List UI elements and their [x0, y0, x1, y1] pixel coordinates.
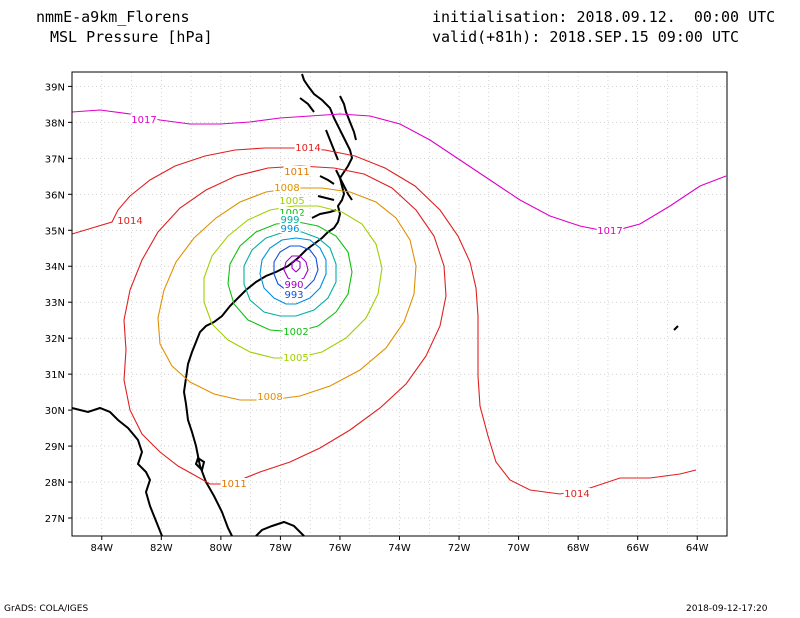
contour-labels: 1017 1017 1014 1014 1014 1011 1011 1008 1008 1005… [116, 114, 624, 500]
contour-label: 1014 [117, 216, 142, 227]
lon-tick-label: 76W [329, 543, 352, 554]
lat-tick-label: 29N [45, 442, 65, 453]
lat-tick-label: 34N [45, 262, 65, 273]
contour-label: 999 [280, 215, 299, 226]
contour-label-bg [283, 166, 311, 176]
contour-label-bg [273, 182, 301, 192]
footer-timestamp: 2018-09-12-17:20 [686, 604, 768, 614]
contour-label-bg [283, 289, 305, 299]
contour-label: 1005 [279, 196, 304, 207]
contour-label: 1011 [284, 167, 309, 178]
isobar-996 [259, 237, 327, 305]
contour-label-bg [220, 478, 248, 488]
contour-label-bg [294, 142, 322, 152]
contour-label-bg [283, 279, 305, 289]
lat-tick-label: 33N [45, 298, 65, 309]
lat-tick-label: 30N [45, 406, 65, 417]
axis-ticks: 84W 82W 80W 78W 76W 74W 72W 70W 68W 66W 64W 39N 38N 3… [45, 82, 709, 554]
contour-label-bg [282, 352, 310, 362]
isobar-993 [273, 245, 319, 293]
contour-label: 1008 [257, 392, 282, 403]
contour-label: 993 [284, 290, 303, 301]
contour-label: 1002 [279, 208, 304, 219]
contour-label-bg [279, 214, 301, 224]
contour-label-bg [596, 225, 624, 235]
contour-label-bg [282, 326, 310, 336]
isobar-990-a [283, 255, 309, 283]
grid-lines [72, 72, 727, 536]
lon-tick-label: 80W [210, 543, 233, 554]
contour-label-bg [256, 391, 284, 401]
lat-tick-label: 39N [45, 82, 65, 93]
lat-tick-label: 28N [45, 478, 65, 489]
init-time: initialisation: 2018.09.12. 00:00 UTC [432, 8, 776, 26]
contour-label-bg [279, 223, 301, 233]
model-name: nmmE-a9km_Florens [36, 8, 190, 26]
contour-label: 1014 [295, 143, 320, 154]
contour-label: 1014 [564, 489, 589, 500]
lon-tick-label: 64W [686, 543, 709, 554]
isobars [71, 109, 727, 495]
contour-label: 1017 [131, 115, 156, 126]
lon-tick-label: 82W [150, 543, 173, 554]
coastline [71, 73, 679, 537]
lat-tick-label: 31N [45, 370, 65, 381]
lat-tick-label: 32N [45, 334, 65, 345]
lon-tick-label: 66W [626, 543, 649, 554]
lon-tick-label: 70W [507, 543, 530, 554]
lat-tick-label: 38N [45, 118, 65, 129]
valid-time: valid(+81h): 2018.SEP.15 09:00 UTC [432, 28, 740, 46]
contour-label-bg [563, 488, 591, 498]
isobar-999 [243, 231, 337, 317]
lon-tick-label: 78W [269, 543, 292, 554]
lat-tick-label: 36N [45, 190, 65, 201]
lat-tick-label: 35N [45, 226, 65, 237]
footer-credit: GrADS: COLA/IGES [4, 604, 89, 614]
isobar-1014 [71, 147, 697, 495]
contour-label: 1002 [283, 327, 308, 338]
isobar-990-b [291, 259, 301, 273]
contour-label-bg [278, 207, 306, 217]
contour-label-bg [278, 195, 306, 205]
contour-label: 1008 [274, 183, 299, 194]
lat-tick-label: 27N [45, 514, 65, 525]
lon-tick-label: 72W [448, 543, 471, 554]
contour-label: 996 [280, 224, 299, 235]
isobar-1014-south [123, 165, 447, 485]
lat-tick-label: 37N [45, 154, 65, 165]
contour-label-bg [116, 215, 144, 225]
lon-tick-label: 68W [567, 543, 590, 554]
isobar-1017-north [71, 109, 727, 233]
lon-tick-label: 74W [388, 543, 411, 554]
contour-label: 1011 [221, 479, 246, 490]
contour-label-bg [130, 114, 158, 124]
contour-label: 1005 [283, 353, 308, 364]
contour-label: 990 [284, 280, 303, 291]
lon-tick-label: 84W [90, 543, 113, 554]
variable-name: MSL Pressure [hPa] [50, 28, 213, 46]
contour-label: 1017 [597, 226, 622, 237]
